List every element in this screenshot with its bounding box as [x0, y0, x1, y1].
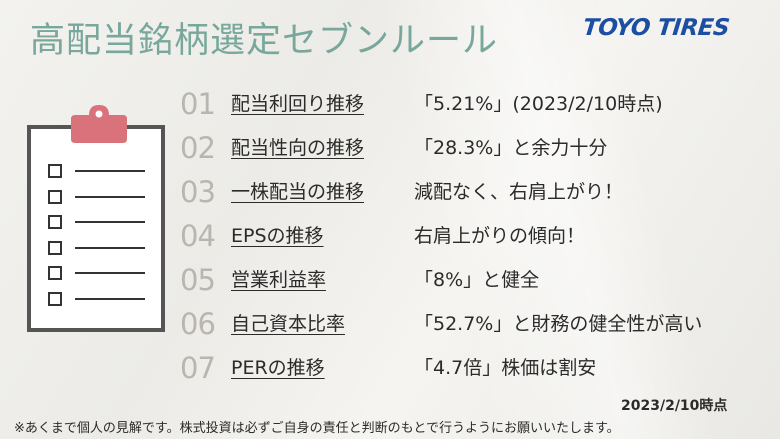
disclaimer: ※あくまで個人の見解です。株式投資は必ずご自身の責任と判断のもとで行うようにお願…: [14, 421, 620, 436]
page-title: 高配当銘柄選定セブンルール: [30, 21, 499, 61]
rule-number: 07: [180, 351, 216, 385]
rule-number: 04: [180, 219, 216, 253]
rule-row-01: 01 配当利回り推移 「5.21%」(2023/2/10時点): [180, 86, 770, 122]
rule-value: 「4.7倍」株価は割安: [414, 357, 597, 379]
rule-value: 「5.21%」(2023/2/10時点): [414, 93, 663, 115]
rule-value: 「52.7%」と財務の健全性が高い: [414, 313, 703, 335]
rule-number: 02: [180, 131, 216, 165]
rule-number: 06: [180, 307, 216, 341]
rule-row-02: 02 配当性向の推移 「28.3%」と余力十分: [180, 130, 770, 166]
rule-row-05: 05 営業利益率 「8%」と健全: [180, 262, 770, 298]
rule-row-03: 03 一株配当の推移 減配なく、右肩上がり！: [180, 174, 770, 210]
rule-number: 05: [180, 263, 216, 297]
rule-value: 右肩上がりの傾向！: [414, 225, 586, 247]
rule-name: 自己資本比率: [231, 313, 346, 335]
rule-value: 減配なく、右肩上がり！: [414, 181, 624, 203]
rule-value: 「28.3%」と余力十分: [414, 137, 608, 159]
rule-name: 営業利益率: [231, 269, 327, 291]
rule-name: EPSの推移: [231, 225, 324, 247]
rule-number: 03: [180, 175, 216, 209]
rule-row-06: 06 自己資本比率 「52.7%」と財務の健全性が高い: [180, 306, 770, 342]
rule-row-07: 07 PERの推移 「4.7倍」株価は割安: [180, 350, 770, 386]
brand-logo: TOYO TIRES: [581, 15, 731, 41]
rule-row-04: 04 EPSの推移 右肩上がりの傾向！: [180, 218, 770, 254]
rule-number: 01: [180, 87, 216, 121]
as-of-date: 2023/2/10時点: [621, 398, 728, 414]
rule-name: 一株配当の推移: [231, 181, 365, 203]
rule-name: 配当性向の推移: [231, 137, 365, 159]
rule-name: 配当利回り推移: [231, 93, 365, 115]
rule-name: PERの推移: [231, 357, 325, 379]
clipboard-checklist-icon: [27, 105, 167, 333]
rule-value: 「8%」と健全: [414, 269, 540, 291]
